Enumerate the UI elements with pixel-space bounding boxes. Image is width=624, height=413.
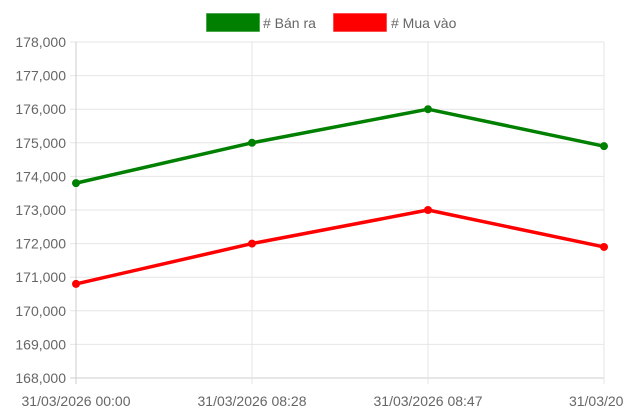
series-line	[75, 107, 605, 185]
y-tick-label: 172,000	[15, 236, 66, 252]
y-tick-label: 169,000	[15, 336, 66, 352]
series-lines	[72, 105, 608, 288]
legend-label: # Bán ra	[263, 15, 316, 31]
legend-label: # Mua vào	[391, 15, 457, 31]
x-tick-label: 31/03/2026 00:00	[22, 393, 131, 409]
x-tick-label: 31/03/2026 08:28	[198, 393, 307, 409]
y-tick-label: 176,000	[15, 101, 66, 117]
data-point	[424, 105, 432, 114]
y-tick-label: 174,000	[15, 168, 66, 184]
x-axis: 31/03/2026 00:00 31/03/2026 08:28 31/03/20…	[22, 393, 624, 409]
data-point	[72, 179, 80, 188]
series-line	[75, 208, 605, 286]
y-tick-label: 168,000	[15, 370, 66, 386]
y-tick-label: 173,000	[15, 202, 66, 218]
legend[interactable]: # Bán ra # Mua vào	[205, 12, 457, 33]
legend-swatch	[205, 12, 261, 33]
legend-swatch	[332, 12, 388, 33]
x-tick-label: 31/03/2026	[569, 393, 624, 409]
y-tick-label: 171,000	[15, 269, 66, 285]
y-tick-label: 175,000	[15, 135, 66, 151]
grid	[70, 41, 605, 384]
data-point	[424, 206, 432, 214]
y-axis: 168,000 169,000 170,000 171,000 172,000 173,0…	[15, 34, 66, 386]
data-point	[248, 239, 256, 248]
y-tick-label: 177,000	[15, 68, 66, 84]
data-point	[72, 279, 80, 288]
data-point	[600, 242, 608, 251]
data-point	[600, 142, 608, 151]
x-tick-label: 31/03/2026 08:47	[374, 393, 483, 409]
data-point	[248, 138, 256, 147]
y-tick-label: 170,000	[15, 303, 66, 319]
y-tick-label: 178,000	[15, 34, 66, 50]
